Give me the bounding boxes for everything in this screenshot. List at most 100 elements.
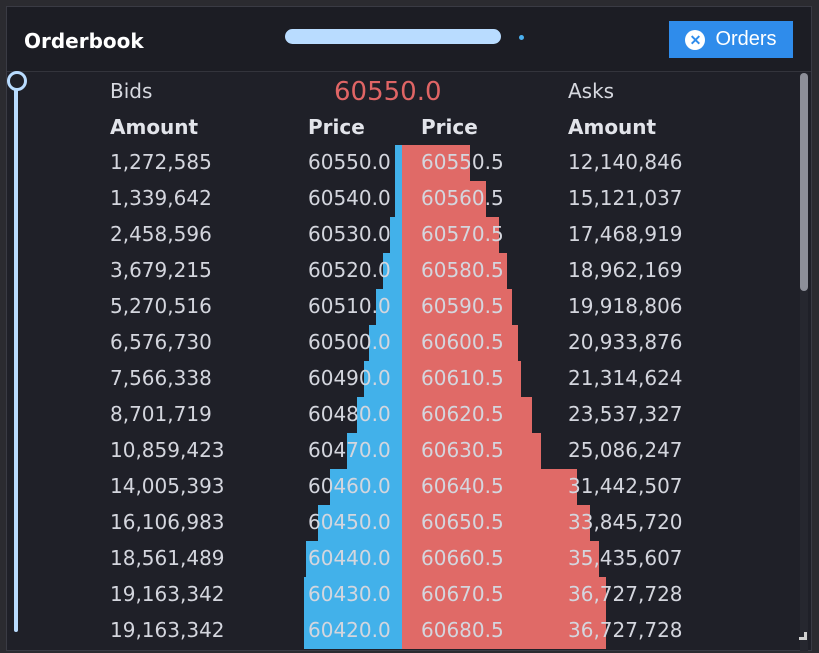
ask-depth-bar: [402, 505, 590, 541]
bid-price-cell: 60460.0: [308, 474, 391, 498]
ask-depth-bar: [402, 325, 518, 361]
orderbook-row[interactable]: 2,458,596 60530.0 60570.5 17,468,919: [7, 217, 811, 253]
ask-depth-bar: [402, 613, 606, 649]
ask-price-cell: 60580.5: [421, 258, 504, 282]
bid-price-cell: 60550.0: [308, 150, 391, 174]
bid-depth-bar: [347, 433, 402, 469]
panel-header[interactable]: Orderbook ✕ Orders: [7, 7, 811, 72]
orderbook-row[interactable]: 1,339,642 60540.0 60560.5 15,121,037: [7, 181, 811, 217]
ask-price-cell: 60550.5: [421, 150, 504, 174]
bids-title: Bids: [110, 79, 153, 103]
ask-amount-cell: 35,435,607: [568, 546, 683, 570]
vertical-scrollbar[interactable]: [800, 73, 808, 651]
bid-amount-cell: 6,576,730: [110, 330, 212, 354]
bid-depth-bar: [304, 613, 402, 649]
bid-depth-bar: [318, 505, 402, 541]
ask-price-cell: 60640.5: [421, 474, 504, 498]
orderbook-row[interactable]: 10,859,423 60470.0 60630.5 25,086,247: [7, 433, 811, 469]
ask-amount-cell: 25,086,247: [568, 438, 683, 462]
orderbook-row[interactable]: 19,163,342 60430.0 60670.5 36,727,728: [7, 577, 811, 613]
orderbook-row[interactable]: 16,106,983 60450.0 60650.5 33,845,720: [7, 505, 811, 541]
ask-depth-bar: [402, 397, 532, 433]
bid-amount-cell: 5,270,516: [110, 294, 212, 318]
bid-depth-bar: [369, 325, 402, 361]
ask-depth-bar: [402, 253, 507, 289]
ask-price-cell: 60670.5: [421, 582, 504, 606]
orderbook-row[interactable]: 14,005,393 60460.0 60640.5 31,442,507: [7, 469, 811, 505]
bid-depth-bar: [304, 577, 402, 613]
bid-depth-bar: [364, 361, 402, 397]
ask-depth-bar: [402, 361, 521, 397]
asks-title: Asks: [568, 79, 615, 103]
ask-amount-cell: 21,314,624: [568, 366, 683, 390]
bid-amount-cell: 19,163,342: [110, 582, 225, 606]
ask-price-cell: 60620.5: [421, 402, 504, 426]
orderbook-row[interactable]: 6,576,730 60500.0 60600.5 20,933,876: [7, 325, 811, 361]
ask-price-header: Price: [421, 115, 478, 139]
bid-depth-bar: [357, 397, 402, 433]
ask-amount-cell: 17,468,919: [568, 222, 683, 246]
ask-price-cell: 60650.5: [421, 510, 504, 534]
bid-amount-cell: 14,005,393: [110, 474, 225, 498]
orders-button[interactable]: ✕ Orders: [669, 21, 793, 58]
bid-amount-cell: 1,272,585: [110, 150, 212, 174]
drag-indicator-dot: [519, 35, 524, 40]
orders-button-label: Orders: [715, 28, 777, 50]
resize-grip-icon[interactable]: [799, 632, 807, 640]
bid-price-cell: 60520.0: [308, 258, 391, 282]
bid-price-cell: 60450.0: [308, 510, 391, 534]
ask-depth-bar: [402, 577, 606, 613]
orderbook-row[interactable]: 18,561,489 60440.0 60660.5 35,435,607: [7, 541, 811, 577]
bid-price-cell: 60420.0: [308, 618, 391, 642]
ask-price-cell: 60570.5: [421, 222, 504, 246]
bid-amount-cell: 16,106,983: [110, 510, 225, 534]
orderbook-row[interactable]: 3,679,215 60520.0 60580.5 18,962,169: [7, 253, 811, 289]
ask-amount-cell: 18,962,169: [568, 258, 683, 282]
bid-depth-bar: [330, 469, 402, 505]
ask-price-cell: 60590.5: [421, 294, 504, 318]
ask-amount-cell: 31,442,507: [568, 474, 683, 498]
bid-price-cell: 60430.0: [308, 582, 391, 606]
ask-depth-bar: [402, 433, 541, 469]
ask-depth-bar: [402, 289, 512, 325]
close-circle-icon: ✕: [685, 29, 706, 50]
drag-handle[interactable]: [285, 29, 501, 44]
ask-price-cell: 60630.5: [421, 438, 504, 462]
ask-price-cell: 60560.5: [421, 186, 504, 210]
bid-amount-cell: 10,859,423: [110, 438, 225, 462]
bid-price-cell: 60530.0: [308, 222, 391, 246]
bid-price-cell: 60480.0: [308, 402, 391, 426]
orderbook-row[interactable]: 5,270,516 60510.0 60590.5 19,918,806: [7, 289, 811, 325]
bid-depth-bar: [306, 541, 402, 577]
bid-price-cell: 60440.0: [308, 546, 391, 570]
bid-depth-bar: [395, 181, 402, 217]
ask-amount-header: Amount: [568, 115, 657, 139]
scrollbar-thumb[interactable]: [800, 73, 808, 291]
bid-price-cell: 60540.0: [308, 186, 391, 210]
bid-amount-cell: 1,339,642: [110, 186, 212, 210]
ask-amount-cell: 19,918,806: [568, 294, 683, 318]
depth-slider-handle[interactable]: [7, 71, 27, 91]
ask-depth-bar: [402, 469, 577, 505]
orderbook-row[interactable]: 19,163,342 60420.0 60680.5 36,727,728: [7, 613, 811, 649]
ask-depth-bar: [402, 541, 599, 577]
bid-amount-cell: 2,458,596: [110, 222, 212, 246]
orderbook-panel: Orderbook ✕ Orders Bids 60550.0 Asks Amo…: [6, 6, 812, 651]
orderbook-row[interactable]: 7,566,338 60490.0 60610.5 21,314,624: [7, 361, 811, 397]
bid-depth-bar: [395, 145, 402, 181]
ask-amount-cell: 12,140,846: [568, 150, 683, 174]
depth-slider-track[interactable]: [14, 82, 18, 632]
ask-depth-bar: [402, 217, 499, 253]
orderbook-row[interactable]: 1,272,585 60550.0 60550.5 12,140,846: [7, 145, 811, 181]
bid-price-cell: 60490.0: [308, 366, 391, 390]
bid-price-cell: 60470.0: [308, 438, 391, 462]
ask-depth-bar: [402, 181, 486, 217]
bid-amount-cell: 19,163,342: [110, 618, 225, 642]
ask-amount-cell: 23,537,327: [568, 402, 683, 426]
ask-price-cell: 60660.5: [421, 546, 504, 570]
bid-depth-bar: [390, 217, 402, 253]
ask-amount-cell: 20,933,876: [568, 330, 683, 354]
panel-title: Orderbook: [24, 29, 144, 53]
orderbook-row[interactable]: 8,701,719 60480.0 60620.5 23,537,327: [7, 397, 811, 433]
ask-depth-bar: [402, 145, 470, 181]
